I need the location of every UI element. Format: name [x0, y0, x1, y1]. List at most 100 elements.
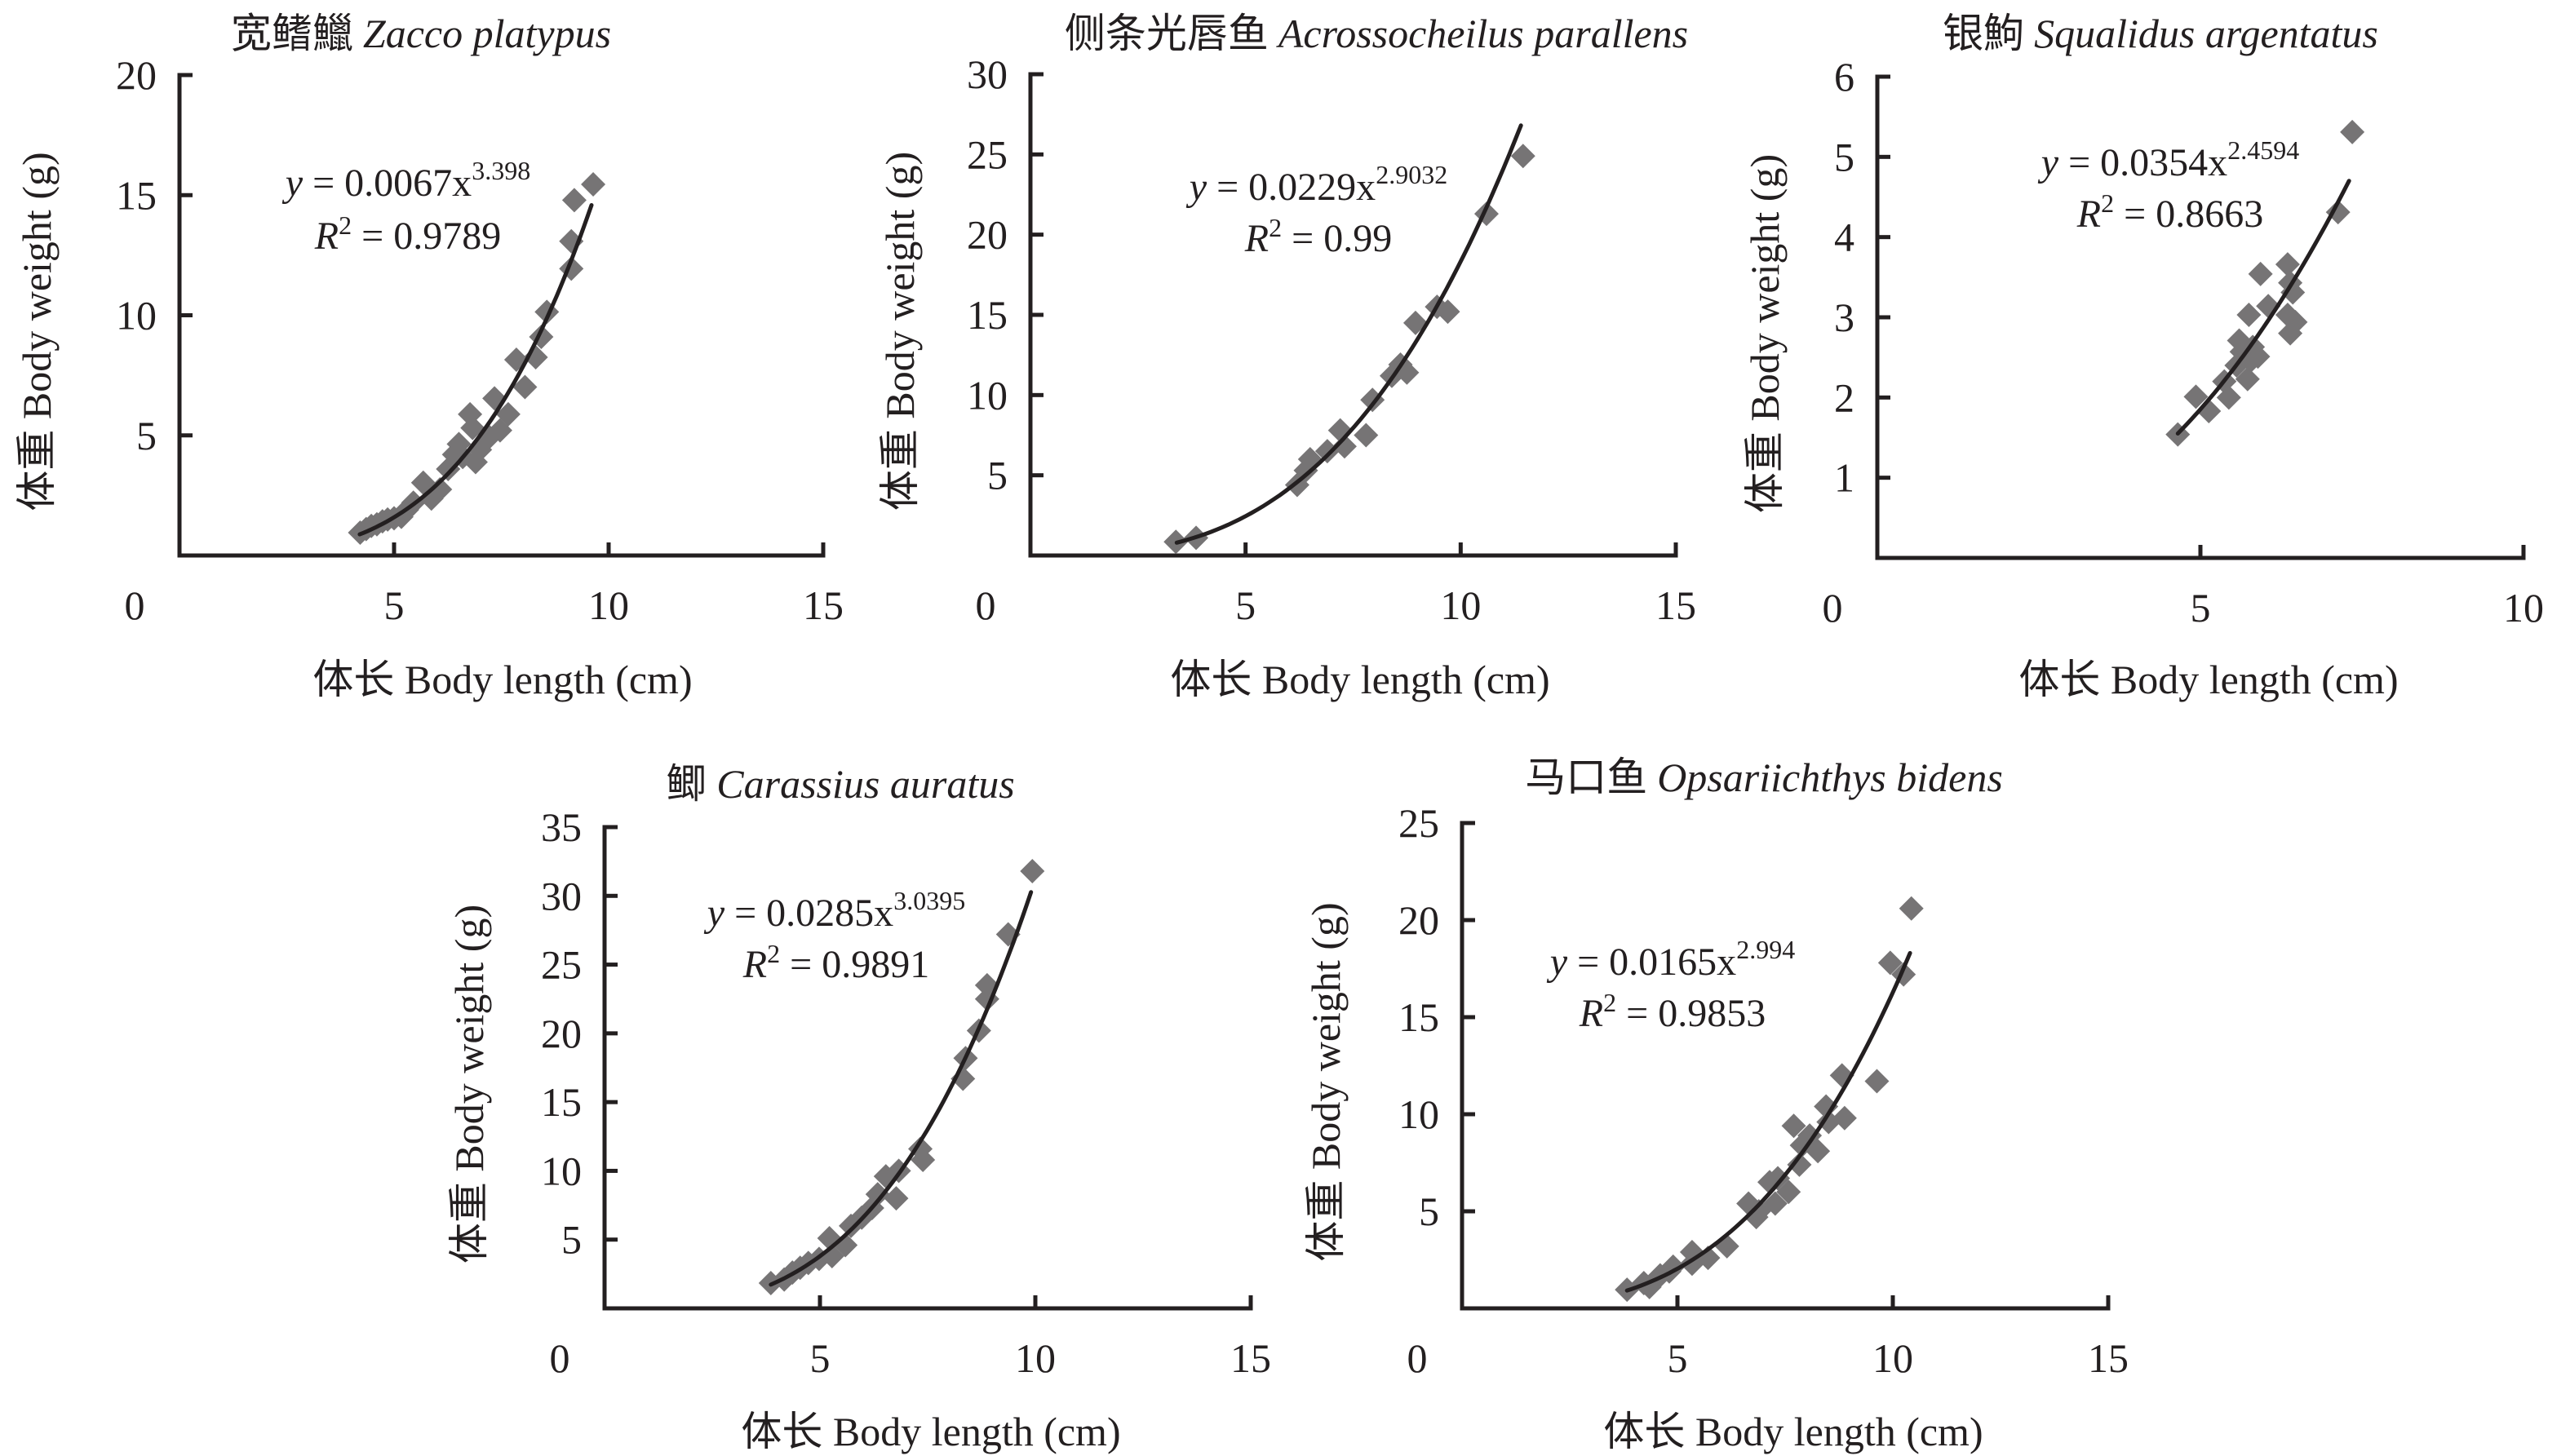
y-tick-label: 20	[541, 1011, 582, 1056]
x-axis-label: 体长 Body length (cm)	[312, 657, 692, 702]
r-squared: R2 = 0.9789	[314, 210, 501, 258]
chart-title: 银鮈 Squalidus argentatus	[1943, 10, 2378, 57]
chart-title-latin: Carassius auratus	[716, 761, 1014, 807]
data-point	[1899, 896, 1924, 921]
chart-title-chinese: 马口鱼	[1525, 754, 1647, 801]
chart-title-chinese: 宽鳍鱲	[231, 10, 353, 57]
chart-panel-opsariichthys: 马口鱼 Opsariichthys bidens 5 10 15 20 25 0 5 10 15 体长…	[1303, 754, 2129, 1454]
r-value: = 0.8663	[2114, 193, 2263, 236]
y-tick-label: 5	[136, 413, 157, 458]
data-point	[1814, 1094, 1839, 1119]
r-label: R	[314, 215, 339, 258]
data-point	[2235, 366, 2260, 392]
trend-line	[1174, 123, 1523, 545]
data-point	[2216, 385, 2241, 410]
y-tick-label: 25	[541, 942, 582, 988]
y-tick-label: 20	[967, 212, 1008, 258]
data-point	[1806, 1139, 1831, 1164]
y-tick-label: 1	[1834, 455, 1854, 501]
equation-body: = 0.0354x	[2058, 141, 2227, 184]
y-tick-label: 30	[967, 51, 1008, 97]
x-axis-label: 体长 Body length (cm)	[1603, 1409, 1983, 1454]
x-tick-label: 15	[2088, 1335, 2129, 1381]
x-tick-label: 15	[1230, 1335, 1271, 1381]
y-tick-label: 15	[1398, 994, 1439, 1040]
trend-line	[1624, 950, 1912, 1293]
r-value: = 0.9789	[352, 215, 501, 258]
data-point	[2236, 303, 2262, 328]
x-tick-label: 5	[2191, 585, 2211, 631]
chart-panel-zacco: 宽鳍鱲 Zacco platypus 5 10 15 20 0 5 10 15 体长 Body le…	[14, 10, 844, 702]
data-point	[1832, 1105, 1857, 1131]
data-point	[884, 1186, 909, 1211]
r-label: R	[1244, 217, 1269, 260]
y-tick-label: 20	[1398, 897, 1439, 943]
y-axis-label: 体重 Body weight (g)	[1303, 902, 1349, 1261]
x-tick-label: 0	[125, 582, 145, 628]
data-point	[2340, 119, 2365, 144]
data-point	[1020, 858, 1045, 883]
y-tick-label: 35	[541, 804, 582, 850]
x-tick-label: 10	[1440, 582, 1481, 628]
data-point	[1435, 299, 1460, 325]
chart-title: 宽鳍鱲 Zacco platypus	[231, 10, 611, 57]
equation-y: y	[703, 892, 725, 935]
equation-exponent: 3.0395	[893, 886, 965, 915]
data-point	[1877, 950, 1903, 976]
data-point	[1864, 1069, 1890, 1094]
y-tick-label: 20	[116, 52, 157, 98]
chart-title-chinese: 侧条光唇鱼	[1065, 10, 1269, 57]
data-point	[2283, 309, 2308, 334]
data-point	[1762, 1191, 1788, 1216]
data-point	[1314, 439, 1340, 464]
data-point	[1781, 1113, 1806, 1139]
y-tick-label: 25	[967, 131, 1008, 177]
y-tick-label: 4	[1834, 215, 1854, 260]
y-tick-label: 10	[1398, 1091, 1439, 1137]
y-axis-label: 体重 Body weight (g)	[446, 905, 492, 1263]
data-point	[2245, 344, 2271, 370]
x-tick-label: 10	[1015, 1335, 1056, 1381]
y-tick-label: 5	[1419, 1188, 1439, 1234]
r-superscript: 2	[2101, 188, 2114, 218]
chart-title: 侧条光唇鱼 Acrossocheilus parallens	[1065, 10, 1688, 57]
data-point	[2280, 280, 2306, 305]
equation-exponent: 2.994	[1736, 935, 1795, 964]
r-superscript: 2	[339, 210, 352, 240]
chart-title-chinese: 鲫	[666, 760, 707, 808]
equation-body: = 0.0067x	[303, 162, 472, 205]
y-tick-label: 30	[541, 873, 582, 918]
data-point	[428, 477, 453, 502]
chart-title-latin: Opsariichthys bidens	[1657, 755, 2003, 800]
r-label: R	[2076, 193, 2101, 236]
equation-body: = 0.0229x	[1207, 166, 1376, 209]
r-squared: R2 = 0.9891	[742, 939, 929, 986]
chart-panel-carassius: 鲫 Carassius auratus 5 10 15 20 25 30 35 0 5 10 15 体长 …	[446, 760, 1271, 1454]
equation-y: y	[1185, 166, 1207, 209]
r-value: = 0.9853	[1616, 992, 1766, 1035]
chart-panel-squalidus: 银鮈 Squalidus argentatus 1 2 3 4 5 6 0 5 10 体长 Body …	[1742, 10, 2544, 702]
x-tick-label: 10	[1872, 1335, 1913, 1381]
r-value: = 0.99	[1282, 217, 1392, 260]
fit-equation: y = 0.0354x2.4594	[2037, 135, 2299, 184]
x-tick-label: 15	[803, 582, 844, 628]
x-tick-label: 5	[1668, 1335, 1688, 1381]
trend-line	[2175, 179, 2351, 436]
r-superscript: 2	[1603, 988, 1616, 1017]
x-tick-label: 0	[1823, 585, 1843, 631]
x-axis-label: 体长 Body length (cm)	[741, 1409, 1120, 1454]
equation-body: = 0.0285x	[724, 892, 893, 935]
equation-exponent: 3.398	[472, 156, 530, 185]
y-tick-label: 2	[1834, 374, 1854, 420]
y-tick-label: 10	[541, 1148, 582, 1193]
data-point	[865, 1182, 890, 1207]
y-tick-label: 5	[1834, 134, 1854, 179]
x-tick-label: 15	[1655, 582, 1696, 628]
chart-title-latin: Acrossocheilus parallens	[1276, 11, 1688, 56]
x-tick-label: 5	[810, 1335, 831, 1381]
x-axis-label: 体长 Body length (cm)	[2018, 657, 2398, 702]
fit-equation: y = 0.0285x3.0395	[703, 886, 965, 935]
data-point	[2325, 200, 2351, 225]
equation-body: = 0.0165x	[1567, 940, 1736, 984]
